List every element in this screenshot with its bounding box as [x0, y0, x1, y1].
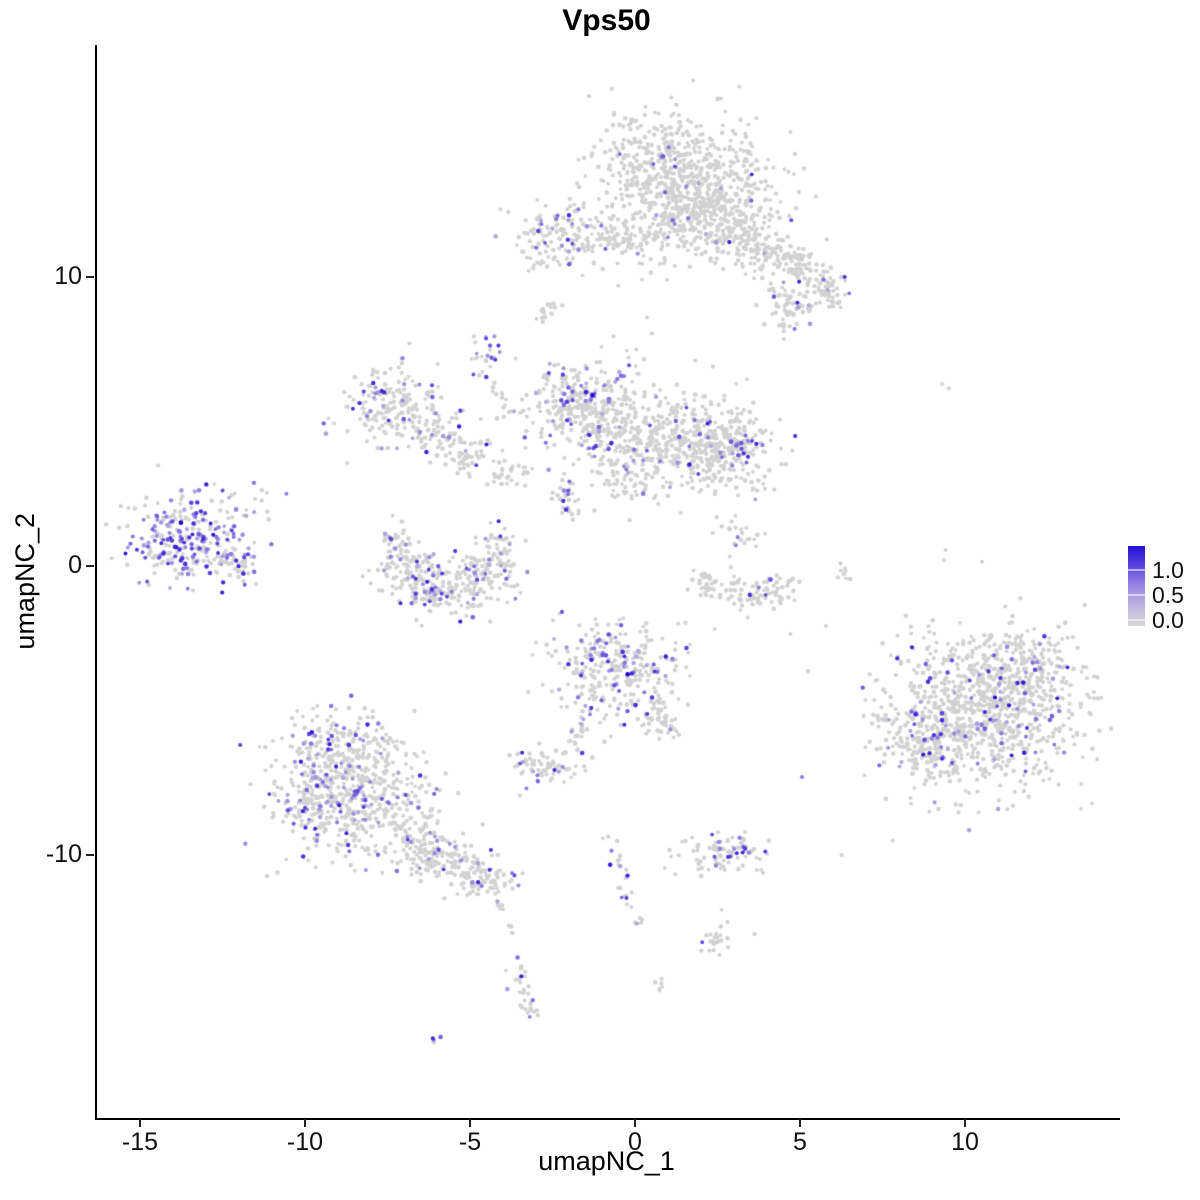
x-tick-mark: [799, 1119, 801, 1127]
expression-legend: 1.0 0.5 0.0: [1128, 546, 1198, 633]
x-tick-mark: [964, 1119, 966, 1127]
legend-tick-label: 0.5: [1152, 582, 1184, 608]
plot-panel: [95, 45, 1120, 1120]
x-tick-label: 5: [793, 1128, 807, 1156]
x-tick-mark: [634, 1119, 636, 1127]
umap-scatter-canvas: [97, 45, 1120, 1118]
x-tick-label: -10: [286, 1128, 324, 1156]
x-tick-mark: [469, 1119, 471, 1127]
y-tick-mark: [86, 565, 94, 567]
y-tick-mark: [86, 276, 94, 278]
x-tick-label: 10: [951, 1128, 979, 1156]
x-tick-mark: [304, 1119, 306, 1127]
y-tick-mark: [86, 854, 94, 856]
y-tick-label: 0: [68, 551, 82, 579]
legend-tick-notch: [1128, 569, 1145, 571]
legend-tick-label: 0.0: [1152, 607, 1184, 633]
x-tick-mark: [139, 1119, 141, 1127]
y-tick-label: 10: [54, 262, 82, 290]
y-tick-label: -10: [45, 840, 82, 868]
x-tick-label: -5: [458, 1128, 482, 1156]
x-tick-label: 0: [628, 1128, 642, 1156]
legend-tick-notch: [1128, 594, 1145, 596]
legend-tick-label: 1.0: [1152, 557, 1184, 583]
legend-gradient-bar: [1128, 546, 1145, 626]
x-axis-title: umapNC_1: [538, 1146, 675, 1176]
legend-tick-notch: [1128, 619, 1145, 621]
y-axis-title: umapNC_2: [9, 513, 40, 650]
plot-title: Vps50: [562, 4, 651, 37]
x-tick-label: -15: [121, 1128, 159, 1156]
